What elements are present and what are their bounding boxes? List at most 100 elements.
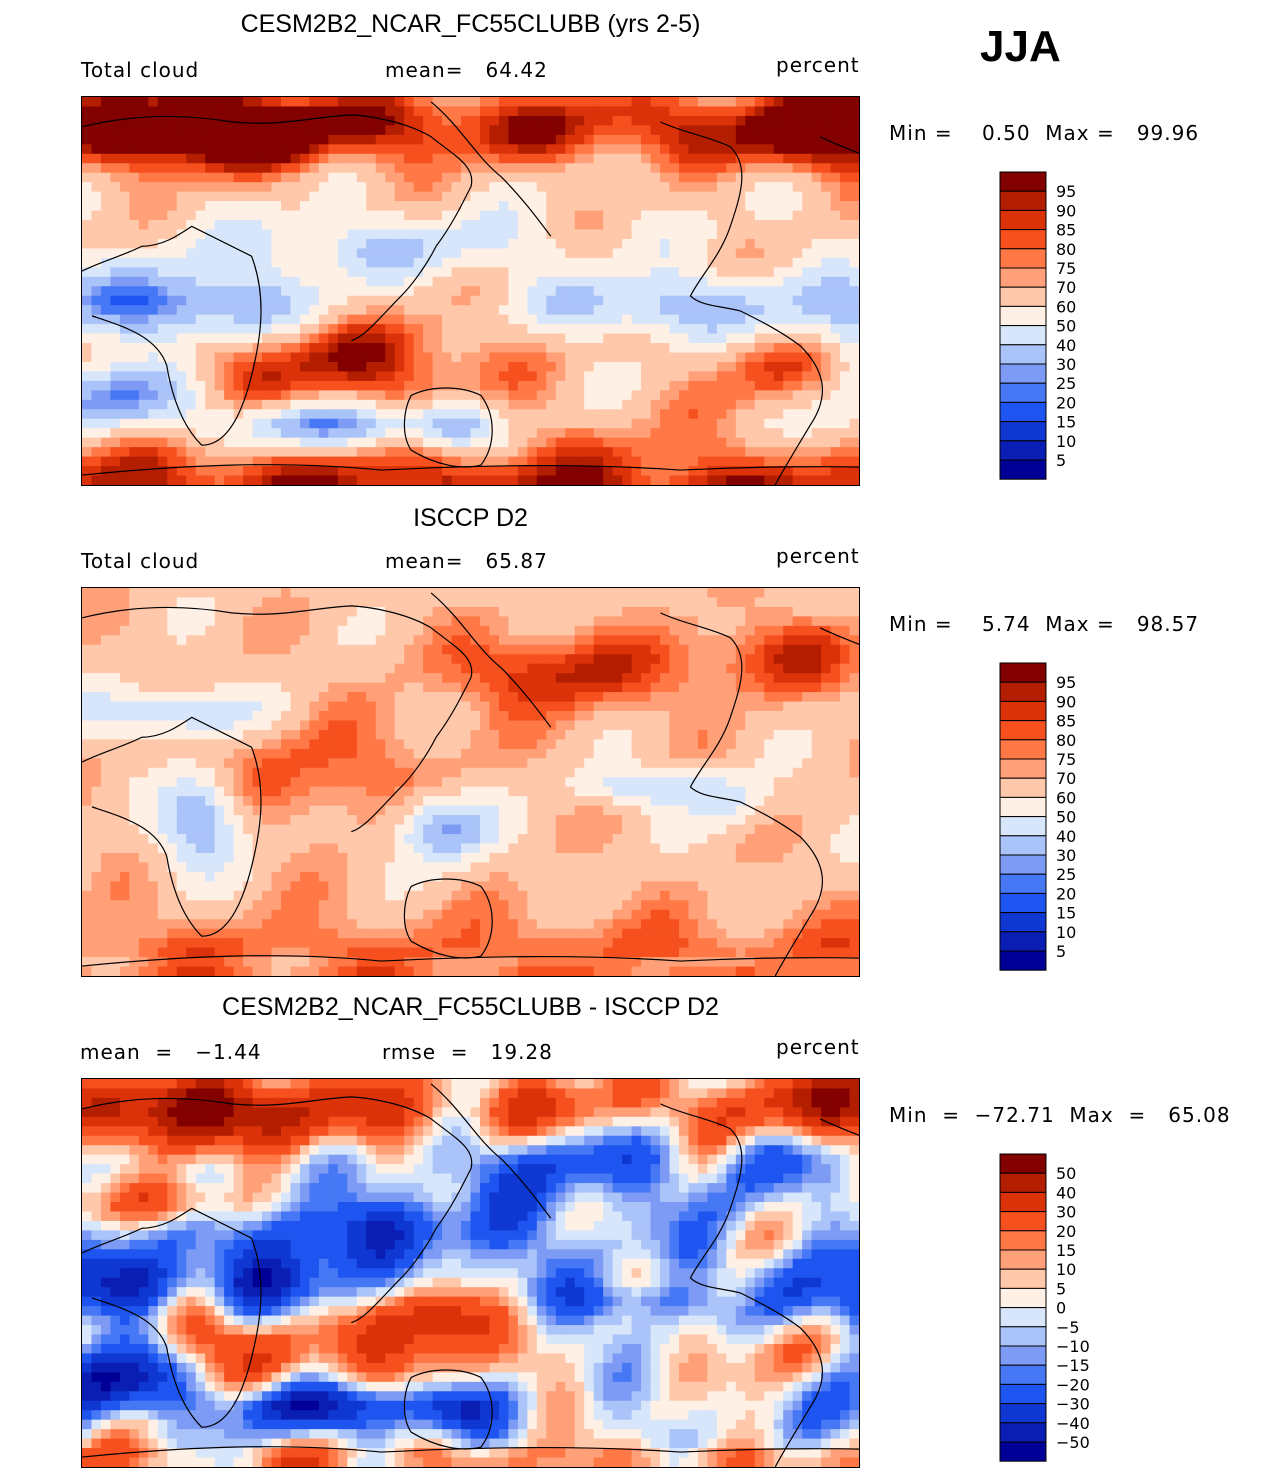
map-cell (792, 238, 803, 250)
map-cell (328, 276, 339, 287)
map-cell (593, 390, 604, 401)
map-cell (536, 475, 547, 485)
map-cell (195, 115, 206, 126)
map-cell (100, 758, 112, 769)
map-cell (318, 125, 329, 136)
map-cell (432, 125, 443, 136)
map-cell (262, 729, 273, 741)
map-cell (697, 361, 708, 373)
map-cell (669, 399, 680, 410)
map-cell (641, 380, 652, 391)
map-cell (678, 324, 690, 335)
map-cell (783, 229, 794, 240)
map-cell (792, 182, 803, 193)
map-cell (660, 333, 671, 344)
map-cell (186, 352, 197, 363)
map-cell (584, 153, 595, 164)
map-cell (574, 682, 585, 693)
map-cell (546, 663, 557, 674)
map-cell (536, 399, 547, 410)
map-cell (726, 371, 737, 382)
map-cell (840, 597, 851, 608)
map-cell (243, 220, 254, 231)
map-cell (119, 428, 130, 439)
map-cell (461, 720, 472, 731)
map-cell (555, 616, 566, 627)
map-cell (754, 399, 765, 410)
map-cell (214, 654, 225, 665)
map-cell (489, 97, 500, 108)
map-cell (366, 210, 377, 221)
map-cell (773, 739, 784, 750)
map-cell (631, 163, 642, 174)
map-cell (451, 172, 462, 183)
map-cell (432, 106, 443, 117)
map-cell (205, 701, 216, 712)
map-cell (366, 361, 377, 373)
map-cell (176, 616, 187, 627)
map-cell (394, 390, 405, 401)
map-cell (243, 182, 254, 193)
map-cell (584, 466, 595, 477)
map-cell (716, 673, 727, 684)
map-cell (707, 729, 718, 741)
map-cell (821, 305, 832, 316)
map-cell (650, 238, 661, 250)
map-cell (205, 767, 216, 778)
map-cell (688, 606, 699, 617)
map-cell (404, 115, 415, 126)
map-cell (442, 191, 453, 202)
map-cell (622, 163, 633, 174)
map-cell (811, 682, 822, 693)
map-cell (745, 257, 756, 268)
map-cell (138, 97, 149, 108)
map-cell (119, 182, 130, 193)
map-cell (214, 399, 225, 410)
map-cell (347, 257, 358, 268)
map-cell (574, 352, 585, 363)
map-cell (650, 125, 661, 136)
map-cell (849, 267, 859, 278)
map-cell (565, 380, 576, 391)
map-cell (716, 635, 727, 646)
map-cell (186, 97, 197, 108)
map-cell (773, 210, 784, 221)
map-cell (508, 729, 519, 741)
map-cell (565, 673, 576, 684)
map-cell (195, 210, 206, 221)
map-cell (830, 163, 841, 174)
map-cell (309, 97, 320, 108)
map-cell (224, 125, 235, 136)
map-cell (631, 257, 642, 268)
map-cell (527, 399, 538, 410)
map-cell (110, 276, 121, 287)
map-cell (138, 418, 149, 429)
map-cell (337, 654, 348, 665)
map-cell (489, 238, 500, 250)
map-cell (584, 97, 595, 108)
map-cell (423, 447, 434, 458)
map-cell (404, 654, 415, 665)
map-cell (802, 673, 813, 684)
map-cell (773, 371, 784, 382)
map-cell (233, 663, 244, 674)
map-cell (176, 399, 187, 410)
map-cell (271, 758, 282, 769)
map-cell (821, 172, 832, 183)
map-cell (243, 758, 254, 769)
map-cell (678, 295, 690, 306)
map-cell (157, 324, 168, 335)
map-cell (641, 663, 652, 674)
colorbar-swatch (999, 421, 1047, 442)
map-cell (650, 97, 661, 108)
map-cell (252, 625, 263, 636)
map-cell (688, 663, 699, 674)
map-cell (138, 673, 149, 684)
map-cell (385, 720, 396, 731)
map-cell (840, 267, 851, 278)
map-cell (119, 729, 130, 741)
map-cell (508, 97, 519, 108)
map-cell (650, 729, 661, 741)
map-cell (328, 115, 339, 126)
map-cell (224, 644, 235, 655)
